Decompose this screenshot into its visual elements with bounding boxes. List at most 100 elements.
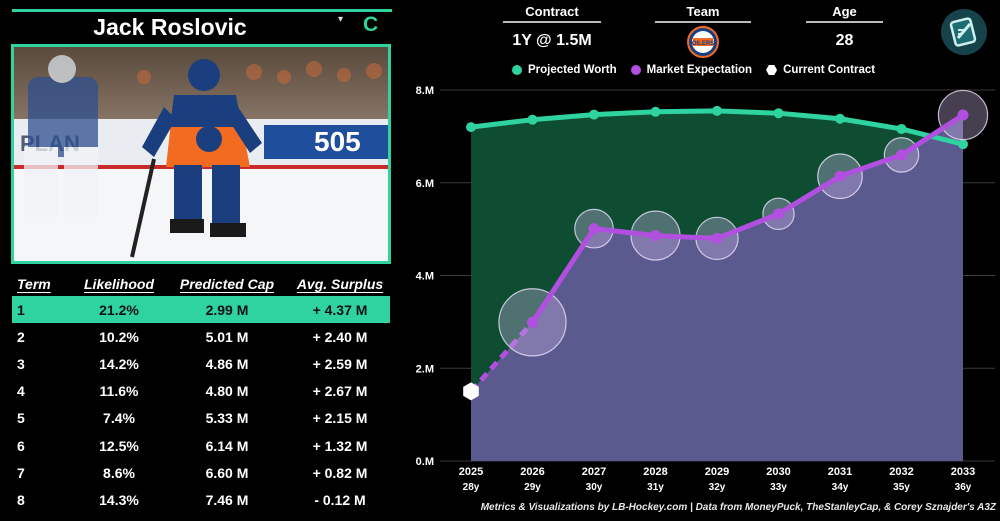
predicted-cap-cell: 5.33 M bbox=[205, 410, 249, 427]
term-cell: 3 bbox=[17, 355, 25, 372]
svg-text:505: 505 bbox=[314, 126, 361, 157]
x-tick-label: 2029 bbox=[705, 466, 729, 478]
table-row[interactable]: 8 14.3% 7.46 M - 0.12 M bbox=[12, 486, 390, 513]
y-tick-label: 6.M bbox=[416, 178, 434, 190]
avg-surplus-cell: - 0.12 M bbox=[314, 491, 366, 508]
term-cell: 2 bbox=[17, 328, 25, 345]
age-info: Age 28 bbox=[806, 4, 883, 50]
table-header: Term Likelihood Predicted Cap Avg. Surpl… bbox=[12, 272, 390, 296]
likelihood-cell: 21.2% bbox=[99, 301, 139, 318]
term-cell: 7 bbox=[17, 464, 25, 481]
likelihood-cell: 10.2% bbox=[99, 328, 139, 345]
market-expectation-point bbox=[711, 232, 723, 244]
x-tick-label: 2030 bbox=[766, 466, 790, 478]
projected-worth-point bbox=[650, 106, 661, 117]
likelihood-cell: 8.6% bbox=[103, 464, 135, 481]
avg-surplus-cell: + 4.37 M bbox=[312, 301, 368, 318]
player-photo-illustration: 505 PLAN bbox=[14, 47, 388, 261]
market-expectation-point bbox=[957, 109, 969, 121]
x-tick-label: 2026 bbox=[520, 466, 544, 478]
predicted-cap-cell: 6.60 M bbox=[205, 464, 249, 481]
table-row[interactable]: 6 12.5% 6.14 M + 1.32 M bbox=[12, 432, 390, 459]
y-tick-label: 0.M bbox=[416, 456, 434, 468]
legend-label: Current Contract bbox=[783, 64, 876, 76]
x-tick-label: 2025 bbox=[459, 466, 483, 478]
position-badge: C bbox=[363, 13, 379, 36]
y-tick-label: 8.M bbox=[416, 85, 434, 97]
predicted-cap-cell: 4.80 M bbox=[205, 383, 249, 400]
age-tick-label: 31y bbox=[647, 482, 664, 493]
team-label: Team bbox=[655, 4, 751, 23]
market-expectation-line bbox=[530, 112, 965, 324]
market-expectation-point bbox=[834, 170, 846, 182]
age-tick-label: 35y bbox=[893, 482, 910, 493]
contract-label: Contract bbox=[503, 4, 601, 23]
likelihood-cell: 7.4% bbox=[103, 410, 135, 427]
x-tick-label: 2031 bbox=[828, 466, 852, 478]
table-row[interactable]: 3 14.2% 4.86 M + 2.59 M bbox=[12, 350, 390, 377]
contract-info: Contract 1Y @ 1.5M bbox=[503, 4, 601, 50]
age-tick-label: 29y bbox=[524, 482, 541, 493]
age-tick-label: 33y bbox=[770, 482, 787, 493]
contract-value: 1Y @ 1.5M bbox=[512, 32, 592, 49]
likelihood-cell: 14.3% bbox=[99, 491, 139, 508]
age-tick-label: 36y bbox=[955, 482, 972, 493]
player-photo: 505 PLAN bbox=[11, 44, 391, 264]
x-tick-label: 2027 bbox=[582, 466, 606, 478]
x-tick-label: 2033 bbox=[951, 466, 975, 478]
table-row[interactable]: 2 10.2% 5.01 M + 2.40 M bbox=[12, 323, 390, 350]
avg-surplus-cell: + 2.59 M bbox=[312, 355, 368, 372]
likelihood-cell: 14.2% bbox=[99, 355, 139, 372]
projected-worth-point bbox=[773, 108, 784, 119]
term-cell: 6 bbox=[17, 437, 25, 454]
header-avg-surplus: Avg. Surplus bbox=[296, 276, 384, 292]
predicted-cap-cell: 2.99 M bbox=[205, 301, 249, 318]
projected-worth-marker-icon bbox=[512, 65, 522, 75]
table-row[interactable]: 4 11.6% 4.80 M + 2.67 M bbox=[12, 378, 390, 405]
contract-term-table: Term Likelihood Predicted Cap Avg. Surpl… bbox=[12, 272, 390, 514]
term-cell: 5 bbox=[17, 410, 25, 427]
predicted-cap-cell: 5.01 M bbox=[205, 328, 249, 345]
projected-worth-point bbox=[527, 114, 538, 125]
market-expectation-point bbox=[588, 223, 600, 235]
top-divider bbox=[12, 9, 392, 12]
x-tick-label: 2032 bbox=[889, 466, 913, 478]
avg-surplus-cell: + 2.15 M bbox=[312, 410, 368, 427]
projected-worth-point bbox=[896, 123, 907, 134]
market-expectation-area bbox=[471, 115, 963, 461]
hexagon-icon bbox=[766, 65, 778, 75]
current-contract-point bbox=[463, 382, 479, 401]
age-tick-label: 30y bbox=[586, 482, 603, 493]
legend-projected-worth: Projected Worth bbox=[512, 64, 617, 76]
age-tick-label: 28y bbox=[463, 482, 480, 493]
legend-current-contract: Current Contract bbox=[766, 64, 875, 76]
table-row[interactable]: 7 8.6% 6.60 M + 0.82 M bbox=[12, 459, 390, 486]
avg-surplus-cell: + 2.67 M bbox=[312, 383, 368, 400]
predicted-cap-cell: 7.46 M bbox=[205, 491, 249, 508]
predicted-cap-cell: 6.14 M bbox=[205, 437, 249, 454]
table-row[interactable]: 1 21.2% 2.99 M + 4.37 M bbox=[12, 296, 390, 324]
lb-hockey-logo-icon bbox=[940, 8, 988, 56]
header-predicted-cap: Predicted Cap bbox=[179, 276, 275, 292]
header-likelihood: Likelihood bbox=[84, 276, 154, 292]
market-expectation-point bbox=[527, 316, 538, 328]
age-value: 28 bbox=[835, 32, 854, 49]
likelihood-cell: 12.5% bbox=[99, 437, 139, 454]
player-panel: Jack Roslovic ▾ C 505 PLAN bbox=[0, 0, 395, 521]
legend-label: Projected Worth bbox=[528, 64, 617, 76]
age-tick-label: 32y bbox=[709, 482, 726, 493]
market-expectation-point bbox=[773, 208, 784, 220]
svg-text:OILERS: OILERS bbox=[692, 41, 714, 47]
legend-label: Market Expectation bbox=[646, 64, 753, 76]
chevron-down-icon[interactable]: ▾ bbox=[338, 14, 344, 25]
projected-worth-point bbox=[466, 122, 476, 133]
projected-worth-point bbox=[589, 109, 599, 120]
market-expectation-marker-icon bbox=[630, 65, 641, 75]
chart-legend: Projected Worth Market Expectation Curre… bbox=[512, 64, 875, 76]
table-row[interactable]: 5 7.4% 5.33 M + 2.15 M bbox=[12, 405, 390, 432]
footer-credits: Metrics & Visualizations by LB-Hockey.co… bbox=[480, 502, 996, 513]
age-label: Age bbox=[806, 4, 883, 23]
avg-surplus-cell: + 0.82 M bbox=[312, 464, 368, 481]
term-cell: 8 bbox=[17, 491, 25, 508]
